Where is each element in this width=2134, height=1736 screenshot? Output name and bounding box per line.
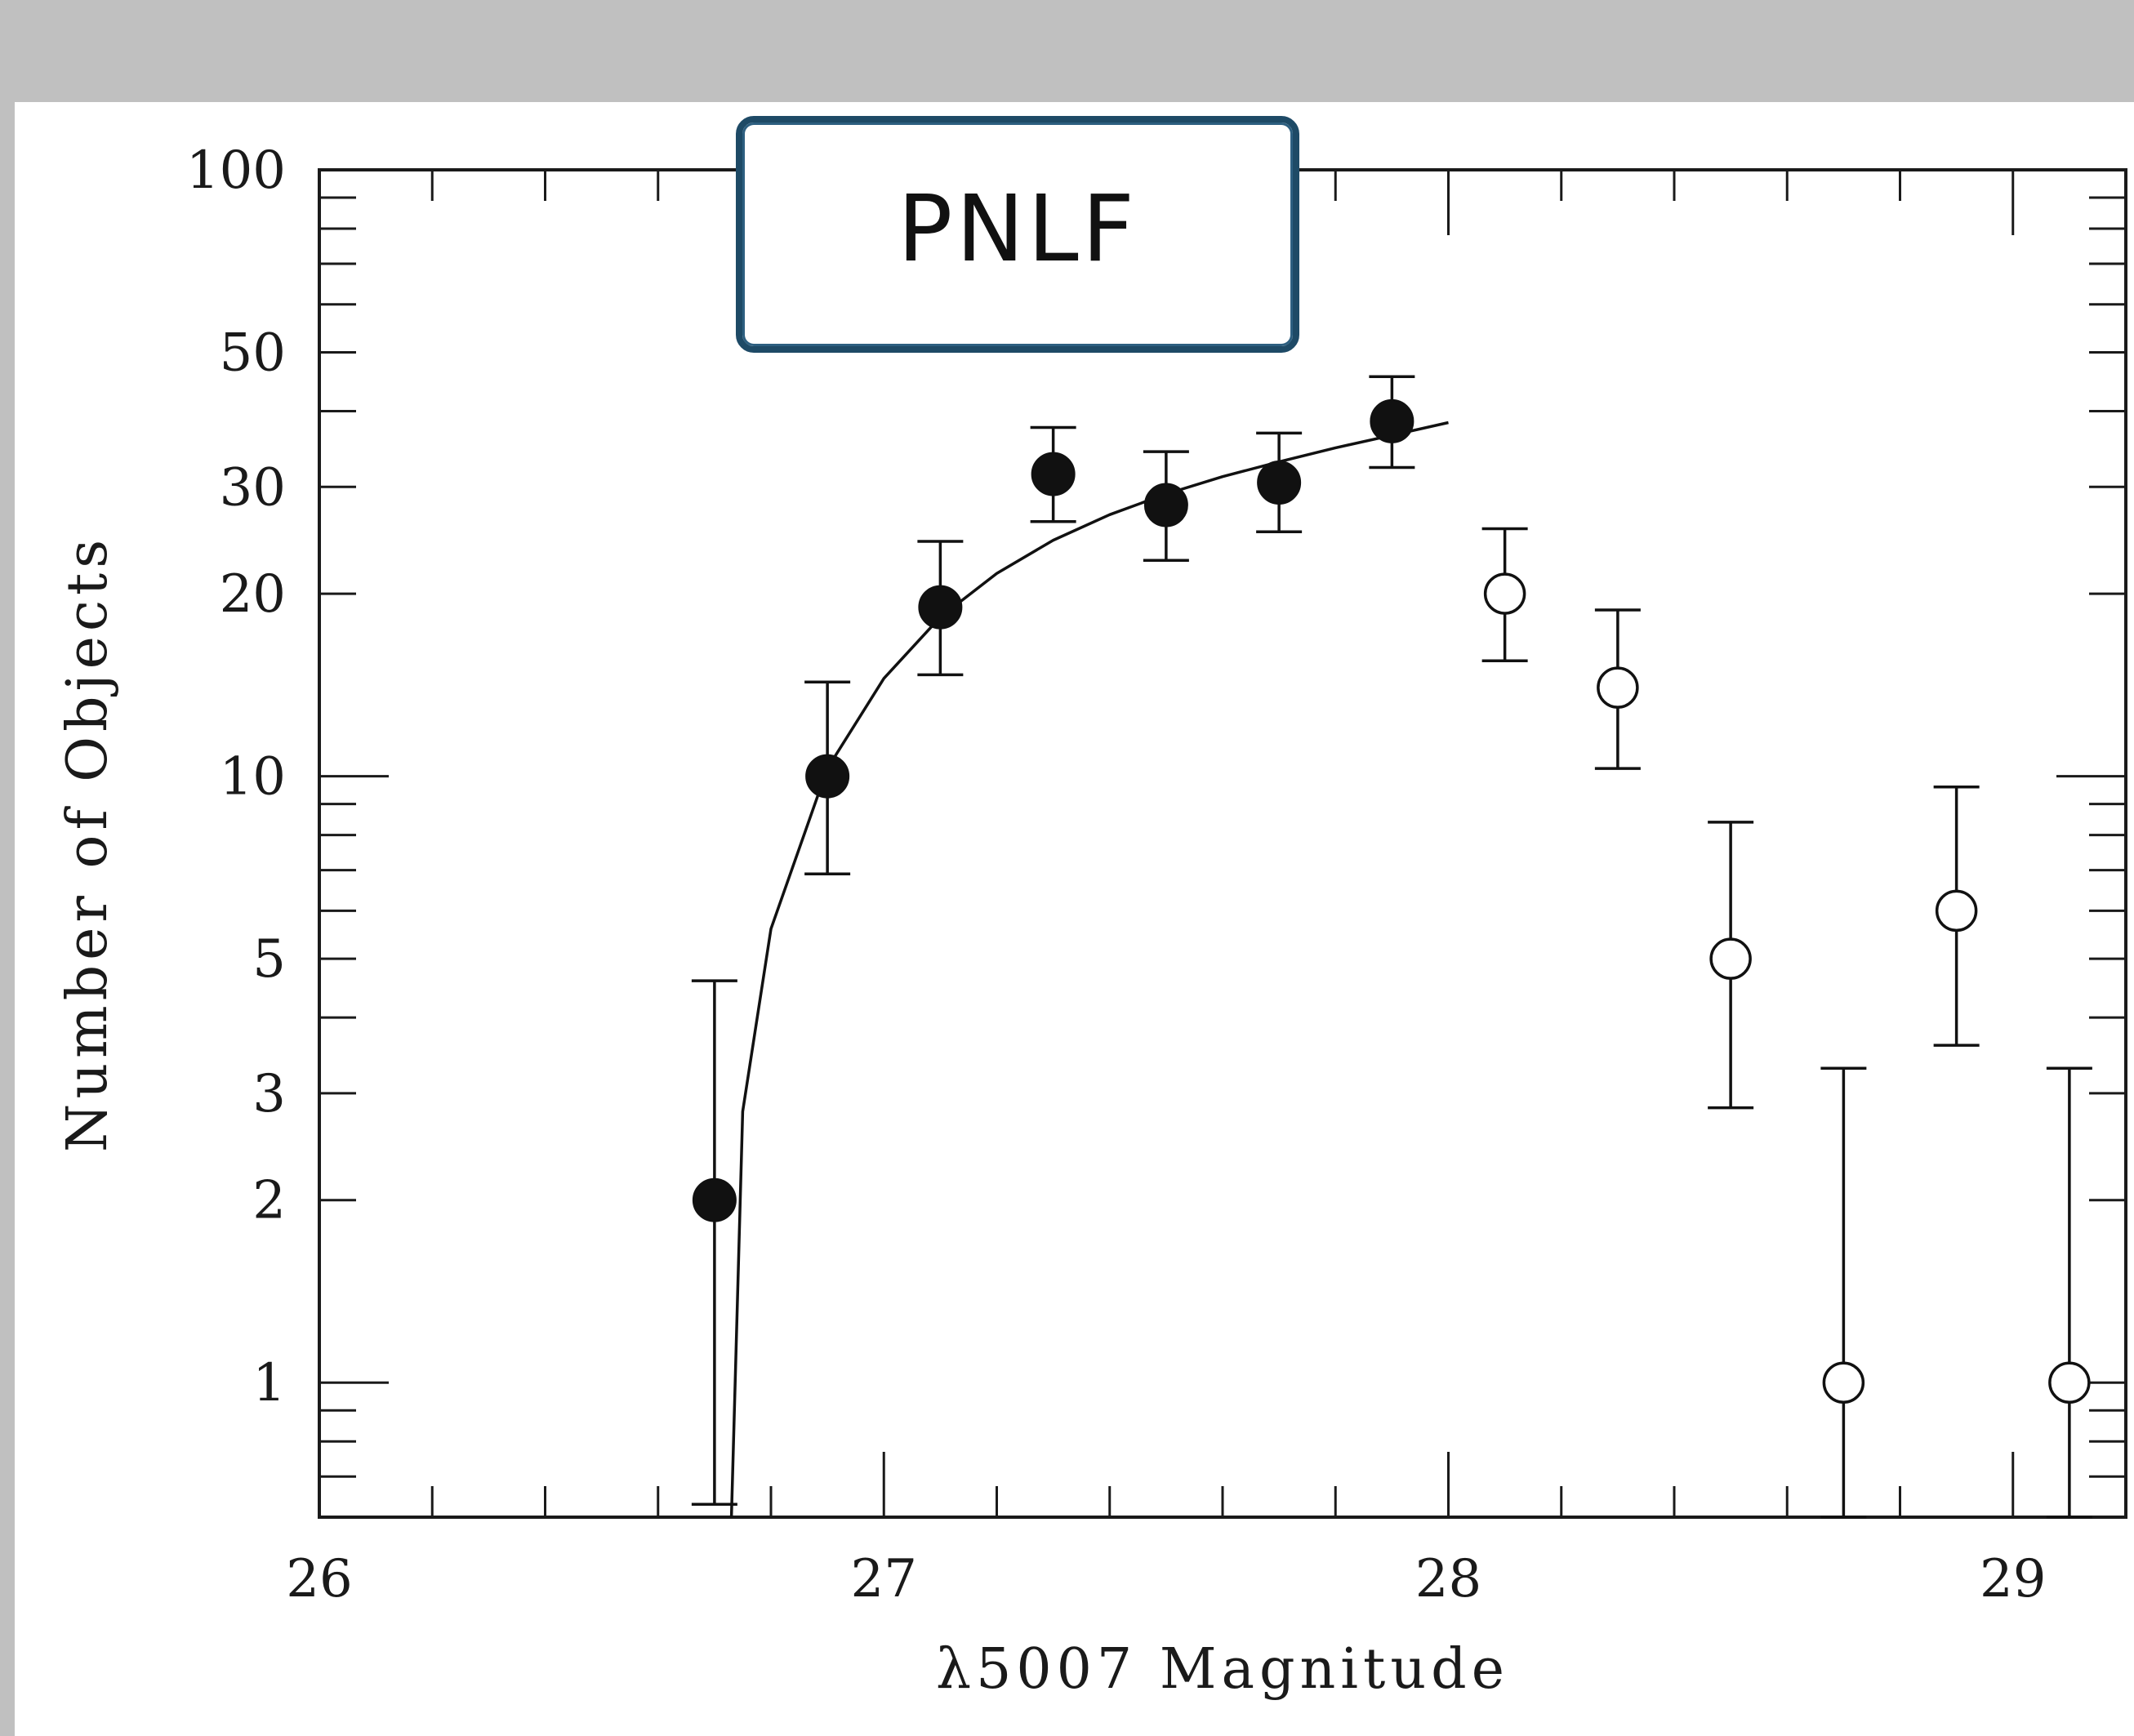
data-point-open [1483,572,1526,615]
data-point-filled [692,1177,737,1222]
axes [318,168,2127,1519]
y-tick-label: 1 [252,1353,286,1413]
y-tick-label: 2 [252,1171,286,1231]
y-tick-label: 30 [220,457,286,518]
y-tick-label: 100 [186,140,286,201]
plot-frame [318,168,2127,1519]
y-tick-label: 3 [252,1064,286,1124]
data-point-open [1597,666,1639,709]
axis-ticks [318,168,2127,1519]
data-point-filled [1257,460,1302,505]
data-points [692,398,2091,1404]
chart-panel: 26 27 28 29 100 50 30 20 10 5 3 2 1 λ5007 Magnitude … [15,102,2134,1736]
data-point-open [1822,1361,1865,1404]
data-point-open [1709,937,1752,980]
data-point-open [2048,1361,2091,1404]
y-tick-label: 10 [220,747,286,808]
error-bars [691,375,2092,1519]
data-point-filled [1031,452,1076,496]
x-axis-title: λ5007 Magnitude [936,1637,1509,1702]
data-point-filled [918,585,963,630]
data-point-filled [1143,483,1188,527]
y-tick-label: 50 [220,323,286,384]
x-tick-label: 26 [286,1549,352,1609]
data-point-filled [1370,398,1414,443]
data-point-filled [805,754,850,799]
y-tick-label: 5 [252,929,286,990]
x-tick-label: 29 [1980,1549,2046,1609]
y-tick-label: 20 [220,564,286,625]
y-axis-title: Number of Objects [56,535,120,1152]
x-tick-label: 28 [1415,1549,1481,1609]
axis-tick-labels: 26 27 28 29 100 50 30 20 10 5 3 2 1 [186,140,2047,1609]
data-point-open [1935,889,1978,933]
fit-curve-group [729,421,1449,1518]
chart-title: PNLF [897,176,1138,283]
x-tick-label: 27 [851,1549,917,1609]
fit-curve [729,421,1449,1518]
title-box: PNLF [736,116,1299,353]
